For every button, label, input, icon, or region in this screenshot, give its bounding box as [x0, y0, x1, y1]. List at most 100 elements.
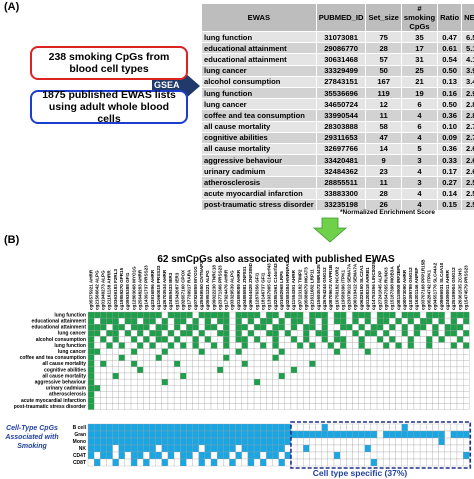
cpg-label: cg03329539 ALPG — [230, 270, 235, 310]
heatmap-cell — [87, 372, 95, 380]
cell-type-cell — [198, 437, 205, 446]
heatmap-cell — [173, 372, 181, 380]
heatmap-cell — [407, 324, 415, 331]
heatmap-cell — [180, 336, 187, 343]
cell-type-cell — [247, 444, 255, 453]
table-cell: educational attainment — [201, 53, 317, 66]
heatmap-cell — [106, 342, 113, 349]
heatmap-cell — [180, 403, 187, 410]
heatmap-cell — [376, 372, 384, 380]
cell-type-cell — [395, 451, 402, 460]
heatmap-cell — [87, 311, 95, 319]
heatmap-cell — [395, 348, 402, 355]
table-row: educational attainment 29086770 28 17 0.61 5.… — [201, 42, 474, 55]
cell-type-cell — [130, 451, 138, 460]
heatmap-cell — [346, 372, 353, 380]
cell-type-cell — [253, 444, 261, 453]
heatmap-cell — [137, 311, 144, 319]
heatmap-cell — [333, 360, 341, 368]
table-cell: 25 — [400, 64, 439, 77]
table-row: educational attainment 30631468 57 31 0.54 4.… — [201, 53, 474, 66]
heatmap-cell — [192, 366, 199, 374]
cell-type-cell — [303, 451, 310, 460]
heatmap-cell — [272, 336, 279, 343]
heatmap-cell — [167, 378, 175, 386]
cpg-label: cg09935388 GFI1 — [125, 272, 130, 310]
heatmap-cell — [247, 348, 255, 355]
cell-type-cell — [198, 430, 205, 439]
heatmap-cell — [186, 336, 193, 343]
heatmap-cell — [346, 348, 353, 355]
heatmap-cell — [198, 378, 205, 386]
cell-type-cell — [296, 437, 304, 446]
heatmap-cell — [432, 342, 439, 349]
cell-type-cell — [247, 430, 255, 439]
cell-type-cell — [87, 451, 95, 460]
heatmap-cell — [444, 348, 452, 355]
heatmap-cell — [241, 397, 249, 404]
heatmap-cell — [161, 385, 169, 392]
heatmap-cell — [309, 372, 316, 380]
heatmap-cell — [100, 366, 107, 374]
heatmap-cell — [419, 324, 427, 331]
table-cell: 0.17 — [437, 165, 463, 178]
heatmap-cell — [352, 372, 359, 380]
heatmap-cell — [450, 342, 458, 349]
heatmap-cell — [216, 317, 224, 325]
heatmap-cell — [229, 403, 236, 410]
heatmap-cell — [253, 311, 261, 319]
heatmap-cell — [180, 397, 187, 404]
heatmap-cell — [352, 354, 359, 361]
cell-type-label: NK — [79, 446, 87, 452]
heatmap-cell — [401, 317, 408, 325]
cell-type-cell — [432, 430, 439, 439]
heatmap-cell — [376, 336, 384, 343]
cell-type-cell — [94, 451, 101, 460]
heatmap-cell — [241, 378, 249, 386]
cell-type-label: CD8T — [73, 460, 86, 466]
cell-type-cell — [260, 458, 267, 467]
heatmap-cell — [124, 354, 132, 361]
heatmap-cell — [370, 403, 378, 410]
heatmap-cell — [290, 385, 298, 392]
heatmap-cell — [210, 378, 218, 386]
ewas-label: lung cancer — [58, 331, 86, 337]
heatmap-cell — [358, 311, 365, 319]
cell-type-cell — [407, 423, 415, 432]
cell-type-cell — [389, 451, 396, 460]
heatmap-cell — [260, 391, 267, 398]
cell-type-cell — [100, 423, 107, 432]
heatmap-cell — [327, 354, 335, 361]
heatmap-cell — [167, 366, 175, 374]
heatmap-cell — [426, 366, 433, 374]
heatmap-cell — [290, 311, 298, 319]
cell-type-cell — [309, 437, 316, 446]
cpg-label: cg26361535 ZC3H3 — [457, 268, 462, 310]
heatmap-cell — [192, 324, 199, 331]
cell-type-cell — [413, 430, 421, 439]
cell-type-cell — [235, 430, 242, 439]
table-cell: 0.36 — [437, 142, 463, 156]
ewas-label: alcohol consumption — [36, 337, 86, 343]
cell-type-cell — [339, 451, 347, 460]
heatmap-cell — [210, 391, 218, 398]
heatmap-cell — [358, 317, 365, 325]
cell-type-cell — [229, 444, 236, 453]
heatmap-cell — [462, 366, 470, 374]
heatmap-cell — [333, 348, 341, 355]
heatmap-cell — [389, 360, 396, 368]
heatmap-cell — [223, 336, 230, 343]
heatmap-cell — [444, 397, 452, 404]
cell-type-cell — [383, 458, 390, 467]
heatmap-cell — [100, 330, 107, 337]
heatmap-cell — [229, 385, 236, 392]
heatmap-cell — [444, 403, 452, 410]
column-header: Ratio — [437, 3, 463, 32]
heatmap-cell — [241, 342, 249, 349]
heatmap-cell — [155, 372, 162, 380]
heatmap-cell — [149, 311, 156, 319]
cell-type-cell — [106, 423, 113, 432]
table-cell: 0.27 — [437, 176, 463, 189]
cell-type-cell — [260, 451, 267, 460]
